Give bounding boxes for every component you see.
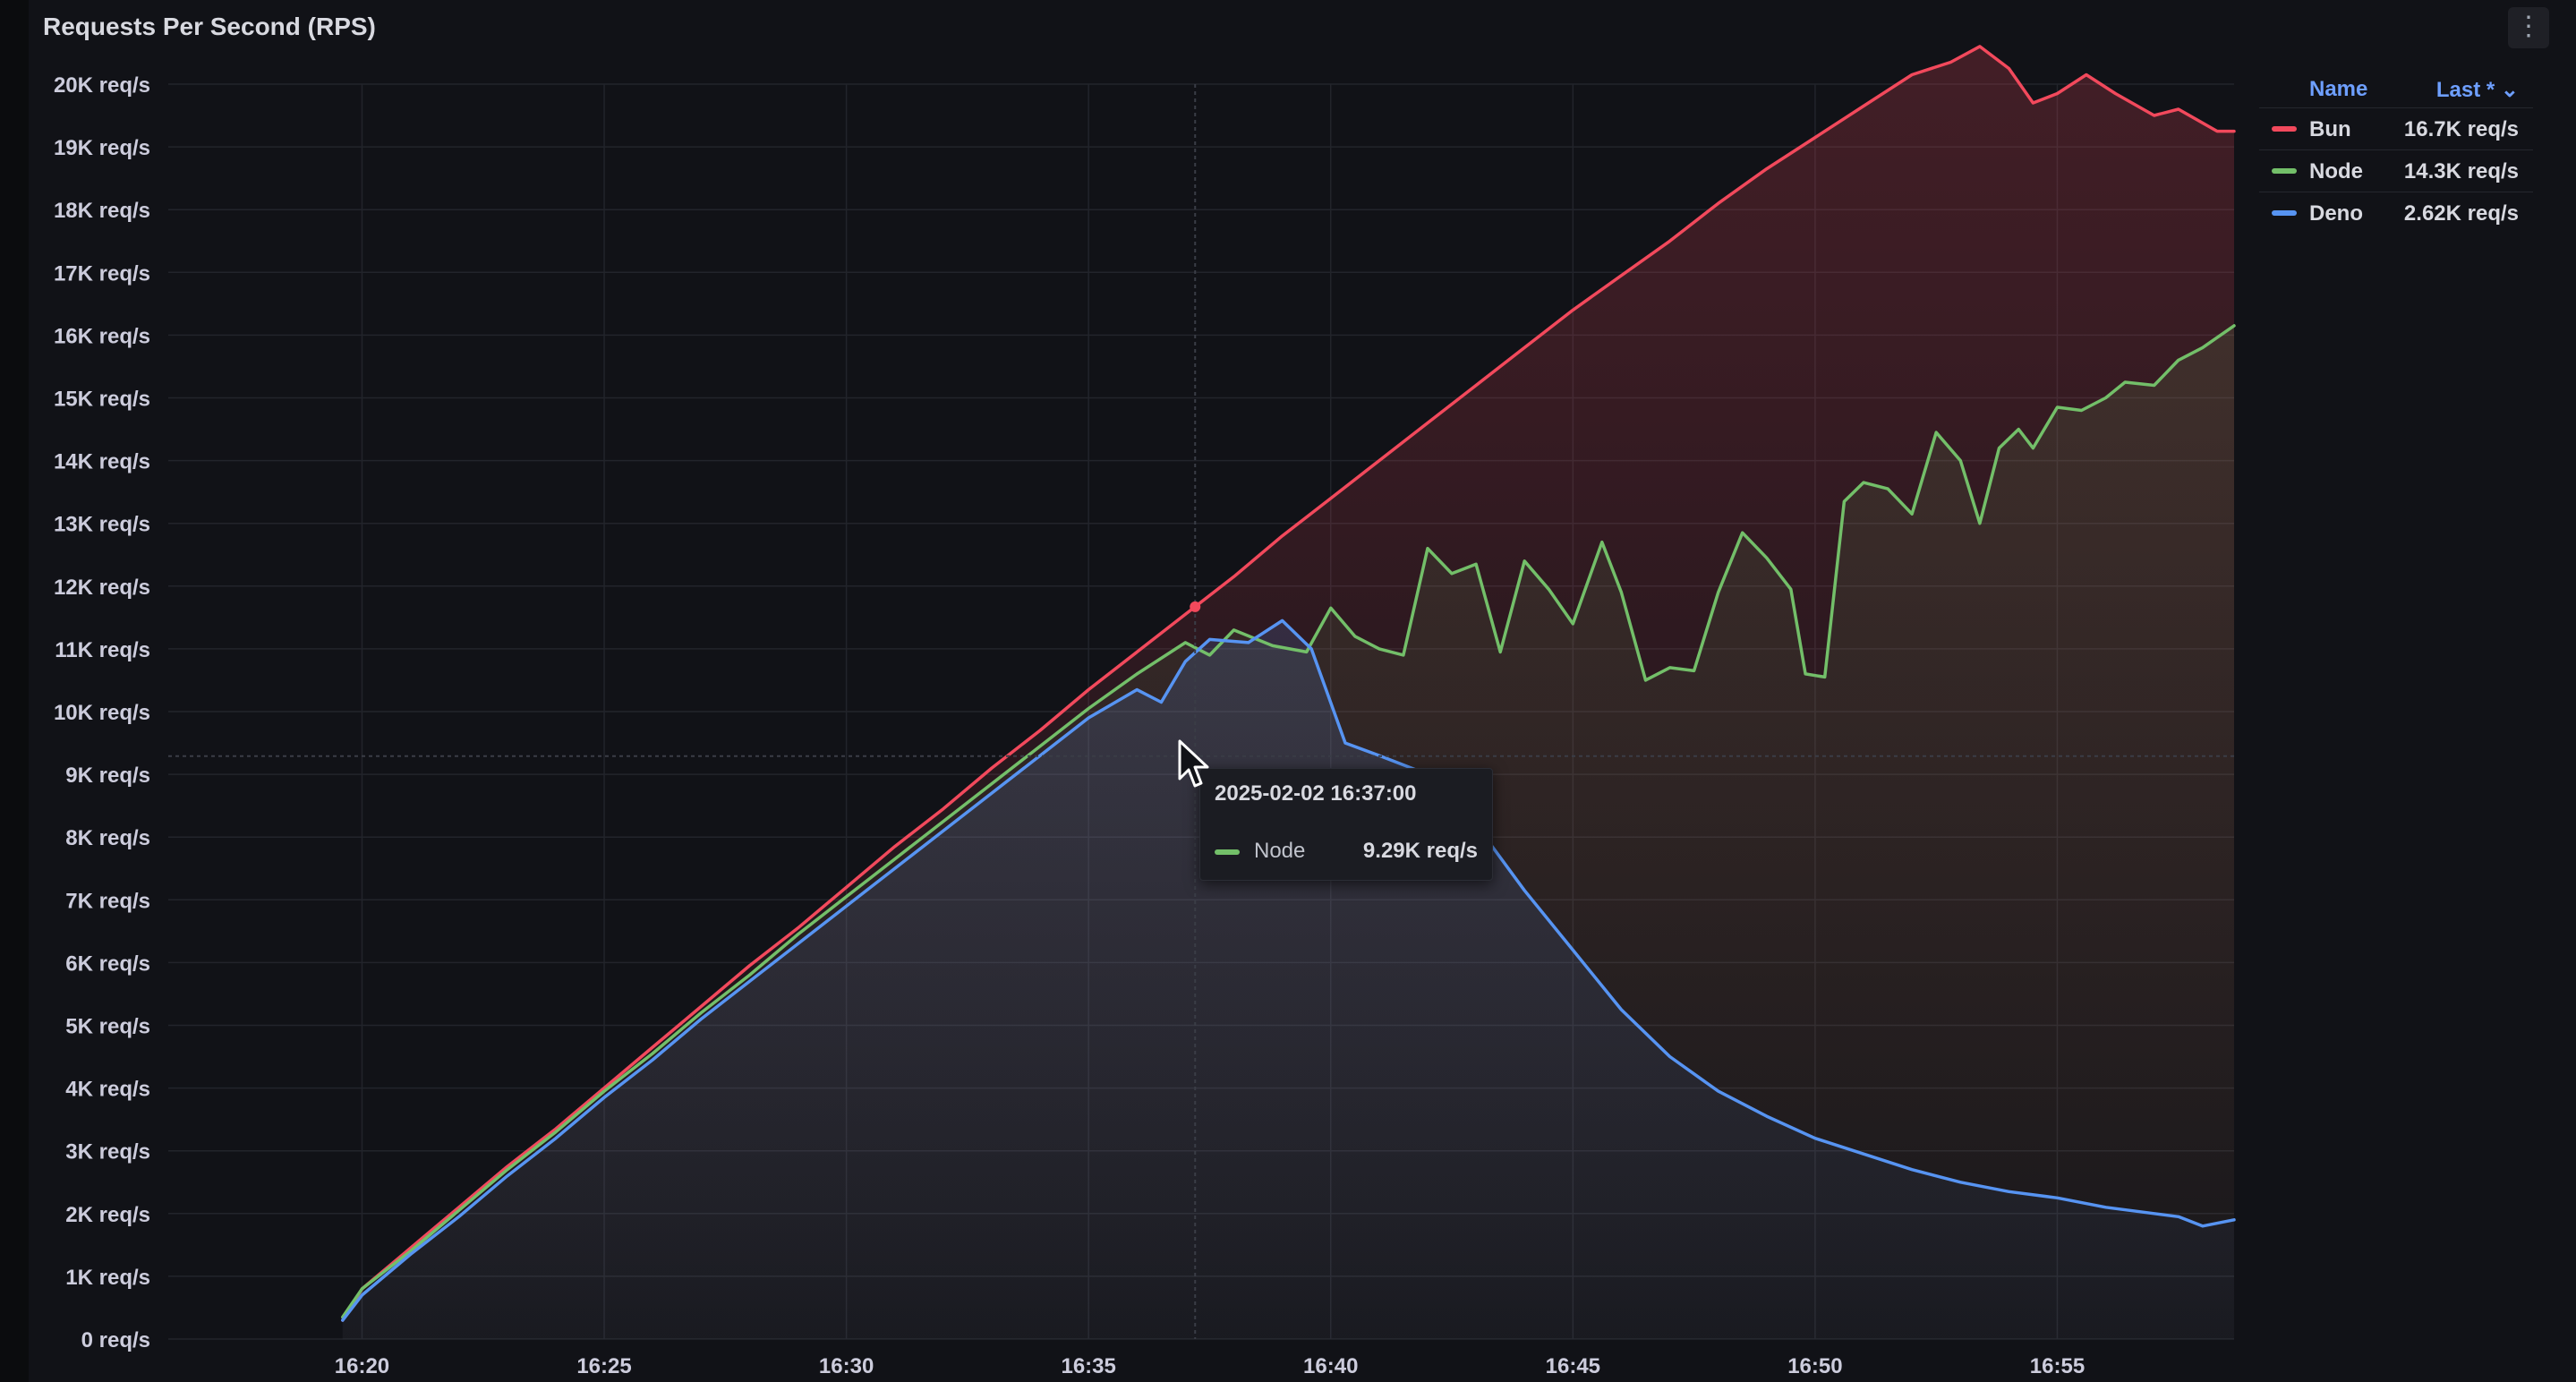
y-tick-label: 16K req/s — [54, 324, 150, 348]
tooltip-value: 9.29K req/s — [1362, 839, 1478, 863]
y-tick-label: 20K req/s — [54, 73, 150, 98]
y-tick-label: 11K req/s — [55, 638, 150, 662]
series-lines — [341, 45, 2236, 1322]
y-axis: 0 req/s 1K req/s 2K req/s 3K req/s 4K req/s 5… — [54, 73, 150, 1352]
y-tick-label: 19K req/s — [54, 136, 150, 160]
hover-tooltip: 2025-02-02 16:37:00 Node 9.29K req/s — [1199, 768, 1493, 881]
y-tick-label: 12K req/s — [54, 576, 150, 600]
crosshair — [168, 84, 2234, 1339]
legend-header-name[interactable]: Name — [2309, 77, 2368, 101]
legend-header: Name Last * ⌄ — [2259, 72, 2533, 107]
legend-item-label: Bun — [2309, 117, 2351, 141]
y-tick-label: 0 req/s — [81, 1328, 150, 1352]
y-tick-label: 7K req/s — [65, 889, 150, 913]
y-tick-label: 18K req/s — [54, 199, 150, 223]
x-tick-label: 16:40 — [1303, 1354, 1358, 1378]
legend-item-label: Deno — [2309, 201, 2363, 226]
legend-swatch-node — [2272, 168, 2297, 174]
x-tick-label: 16:35 — [1061, 1354, 1115, 1378]
x-tick-label: 16:45 — [1546, 1354, 1600, 1378]
legend-item-value: 2.62K req/s — [2403, 201, 2519, 226]
panel-menu-button[interactable]: ⋮ — [2508, 7, 2549, 48]
y-tick-label: 15K req/s — [54, 388, 150, 412]
y-tick-label: 1K req/s — [65, 1266, 150, 1290]
legend-swatch-bun — [2272, 126, 2297, 132]
x-tick-label: 16:20 — [335, 1354, 389, 1378]
x-tick-label: 16:30 — [819, 1354, 874, 1378]
y-tick-label: 3K req/s — [65, 1140, 150, 1164]
legend-item-value: 16.7K req/s — [2403, 117, 2519, 141]
window-left-edge — [0, 0, 29, 1382]
legend-item-bun[interactable]: Bun 16.7K req/s — [2259, 107, 2533, 149]
legend-item-label: Node — [2309, 159, 2363, 183]
y-tick-label: 2K req/s — [65, 1203, 150, 1227]
series-line-node[interactable] — [341, 324, 2236, 1319]
y-tick-label: 13K req/s — [54, 513, 150, 537]
tooltip-series-name: Node — [1254, 839, 1306, 863]
series-area-deno — [342, 620, 2234, 1339]
mouse-cursor-icon — [1178, 739, 1209, 788]
x-tick-label: 16:55 — [2030, 1354, 2085, 1378]
legend-header-last[interactable]: Last * ⌄ — [2435, 78, 2519, 102]
series-areas — [342, 46, 2234, 1339]
vertical-ellipsis-icon: ⋮ — [2515, 12, 2542, 41]
x-tick-label: 16:25 — [576, 1354, 631, 1378]
hover-point-marker — [1190, 601, 1201, 612]
y-tick-label: 9K req/s — [65, 764, 150, 788]
tooltip-time: 2025-02-02 16:37:00 — [1215, 781, 1417, 806]
x-tick-label: 16:50 — [1787, 1354, 1842, 1378]
x-axis: 16:20 16:25 16:30 16:35 16:40 16:45 16:50 16:55 — [335, 1354, 2085, 1378]
legend-swatch-deno — [2272, 210, 2297, 216]
legend-item-value: 14.3K req/s — [2403, 159, 2519, 183]
series-line-deno[interactable] — [341, 618, 2236, 1322]
y-tick-label: 4K req/s — [65, 1078, 150, 1102]
panel-title: Requests Per Second (RPS) — [43, 13, 376, 40]
y-tick-label: 8K req/s — [65, 826, 150, 850]
legend: Name Last * ⌄ Bun 16.7K req/s Node 14.3K… — [2259, 72, 2533, 234]
series-line-bun[interactable] — [341, 45, 2236, 1322]
y-tick-label: 10K req/s — [54, 701, 150, 725]
y-tick-label: 6K req/s — [65, 951, 150, 976]
legend-item-deno[interactable]: Deno 2.62K req/s — [2259, 192, 2533, 234]
y-tick-label: 14K req/s — [54, 450, 150, 474]
y-tick-label: 5K req/s — [65, 1015, 150, 1039]
legend-item-node[interactable]: Node 14.3K req/s — [2259, 149, 2533, 192]
y-tick-label: 17K req/s — [54, 261, 150, 286]
tooltip-swatch — [1215, 849, 1240, 855]
